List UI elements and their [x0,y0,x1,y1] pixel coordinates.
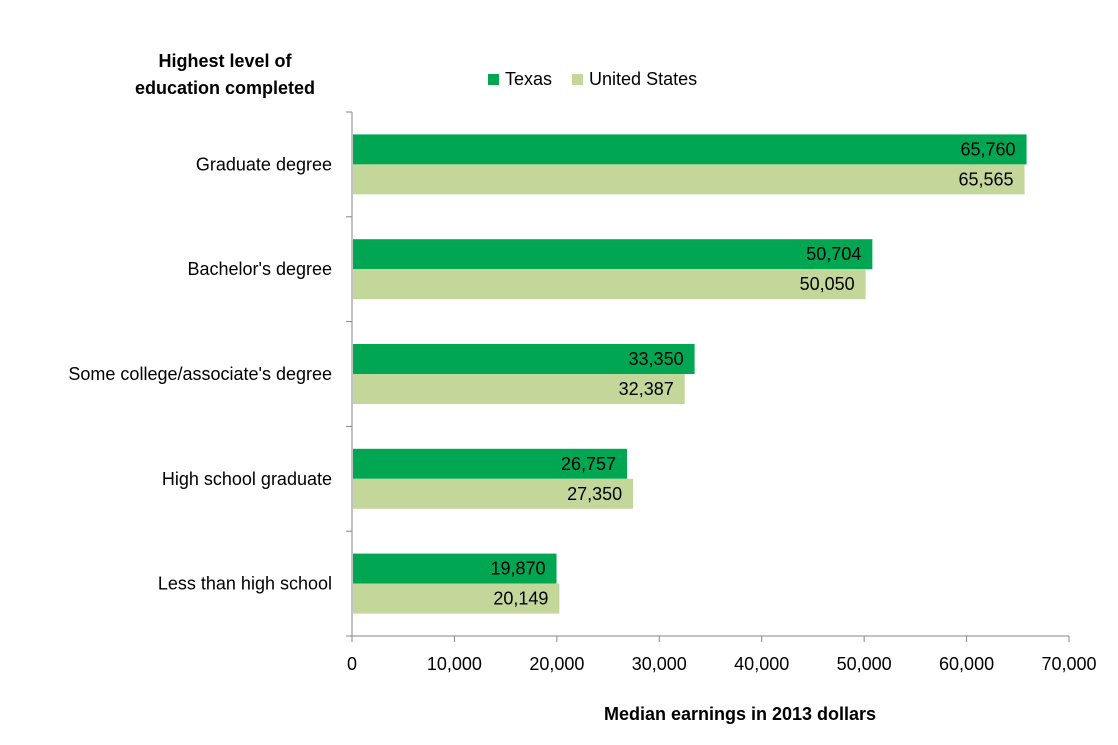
bar-texas-some-college-associate-s-degree [353,344,695,374]
legend-label-texas: Texas [505,69,553,89]
category-label-less-than-high-school: Less than high school [158,574,332,594]
bar-texas-bachelor-s-degree [353,239,873,270]
x-tick-label: 0 [347,654,357,674]
bar-texas-less-than-high-school [353,553,557,584]
x-tick-label: 50,000 [837,654,892,674]
x-tick-label: 10,000 [427,654,482,674]
y-axis-title-line-1: Highest level of [158,51,292,71]
bar-texas-graduate-degree [353,134,1027,165]
x-tick-label: 20,000 [529,654,584,674]
x-tick-label: 40,000 [734,654,789,674]
y-axis-title: Highest level of education completed [110,48,340,102]
data-label-united-states-less-than-high-school: 20,149 [493,589,548,609]
legend: Texas United States [488,69,717,90]
x-tick-label: 60,000 [939,654,994,674]
data-label-texas-high-school-graduate: 26,757 [561,454,616,474]
legend-item-united-states: United States [572,69,697,90]
x-tick-label: 30,000 [632,654,687,674]
data-label-united-states-bachelor-s-degree: 50,050 [800,274,855,294]
data-label-united-states-some-college-associate-s-degree: 32,387 [619,379,674,399]
legend-item-texas: Texas [488,69,552,90]
data-label-united-states-high-school-graduate: 27,350 [567,484,622,504]
data-label-texas-less-than-high-school: 19,870 [490,559,545,579]
bar-texas-high-school-graduate [353,448,628,479]
data-label-texas-bachelor-s-degree: 50,704 [806,244,861,264]
data-label-united-states-graduate-degree: 65,565 [959,169,1014,189]
bar-united-states-graduate-degree [353,164,1025,195]
x-tick-label: 70,000 [1041,654,1096,674]
bar-united-states-bachelor-s-degree [353,269,866,300]
bar-united-states-less-than-high-school [353,583,560,614]
bar-united-states-high-school-graduate [353,478,634,509]
category-label-bachelor-s-degree: Bachelor's degree [187,259,332,279]
legend-swatch-united-states [572,74,584,85]
y-axis-title-line-2: education completed [134,78,316,98]
data-label-texas-graduate-degree: 65,760 [961,139,1016,159]
data-label-texas-some-college-associate-s-degree: 33,350 [629,349,684,369]
category-label-high-school-graduate: High school graduate [162,469,332,489]
bar-united-states-some-college-associate-s-degree [353,374,685,404]
legend-label-united-states: United States [589,69,698,89]
category-label-some-college-associate-s-degree: Some college/associate's degree [68,364,332,384]
category-label-graduate-degree: Graduate degree [196,154,332,174]
x-axis-title: Median earnings in 2013 dollars [603,704,877,724]
legend-swatch-texas [488,74,499,85]
